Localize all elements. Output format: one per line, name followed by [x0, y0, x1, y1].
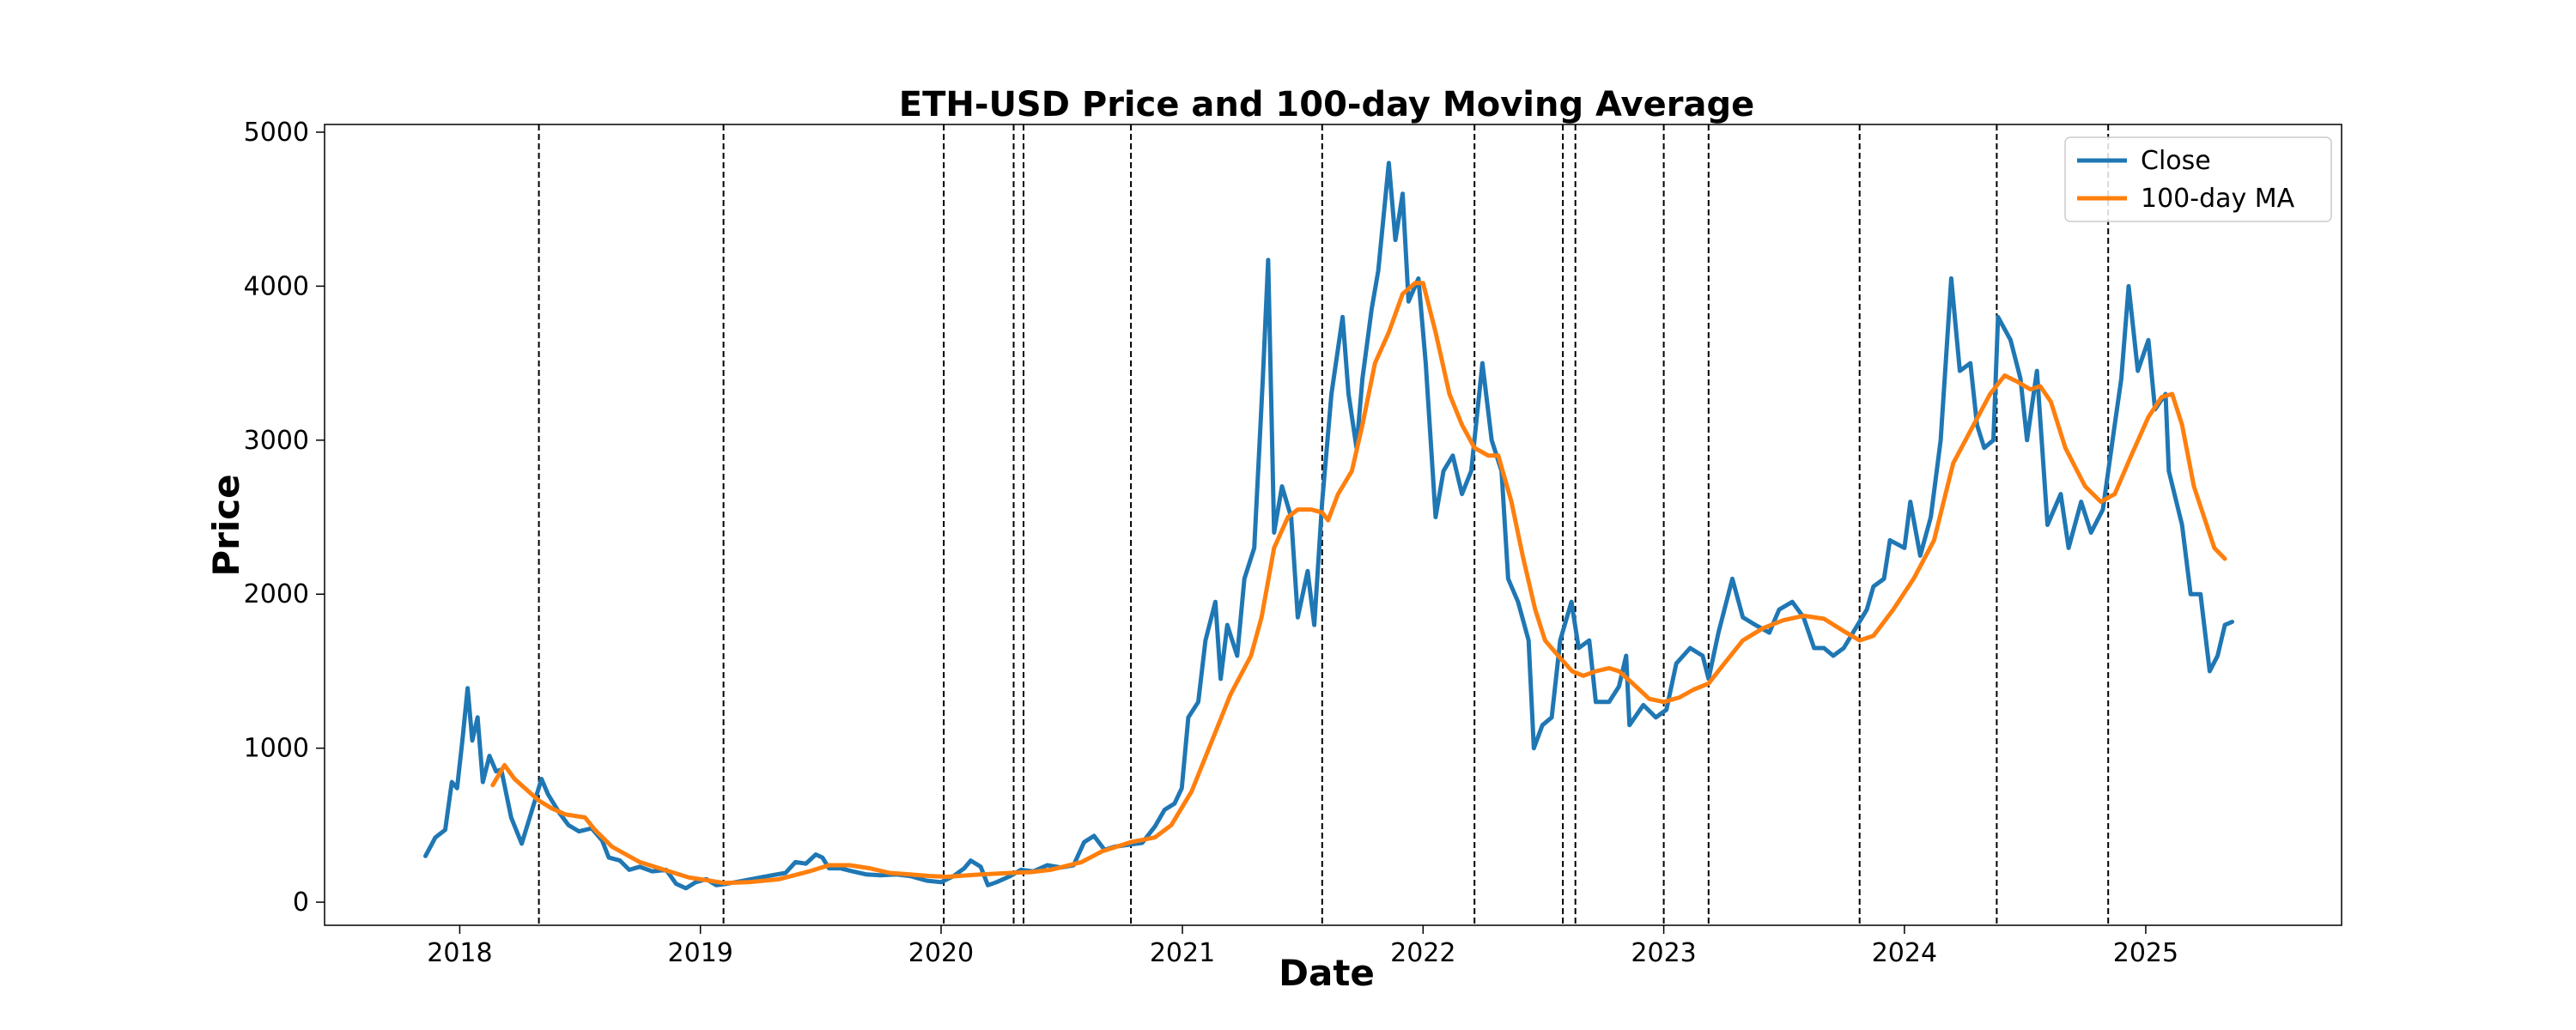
x-tick-label: 2020 — [908, 938, 974, 968]
chart-title: ETH-USD Price and 100-day Moving Average — [899, 85, 1754, 124]
series-line-100-day-ma — [490, 281, 2227, 886]
legend-label: Close — [2141, 146, 2211, 176]
series-lines — [423, 161, 2234, 891]
y-tick-label: 5000 — [244, 118, 309, 148]
plot-background — [325, 124, 2342, 925]
axes: 2018 2019 2020 2021 2022 2023 2024 2025 0 1000 200… — [244, 118, 2342, 968]
legend: Close 100-day MA — [2064, 136, 2332, 222]
legend-box — [2064, 136, 2332, 222]
y-tick-label: 4000 — [244, 271, 309, 301]
legend-label: 100-day MA — [2141, 184, 2295, 214]
event-lines — [538, 124, 2110, 925]
x-tick-label: 2018 — [427, 938, 492, 968]
x-tick-label: 2022 — [1390, 938, 1455, 968]
x-tick-label: 2025 — [2113, 938, 2178, 968]
plot-area — [325, 124, 2342, 925]
y-tick-label: 0 — [293, 888, 309, 918]
plot-frame — [324, 124, 2342, 926]
x-axis-label: Date — [1279, 952, 1375, 994]
x-tick-label: 2019 — [668, 938, 733, 968]
x-tick-label: 2024 — [1872, 938, 1937, 968]
y-axis-label: Price — [205, 474, 247, 576]
x-tick-label: 2021 — [1150, 938, 1215, 968]
series-line-close — [423, 161, 2234, 891]
x-tick-label: 2023 — [1631, 938, 1696, 968]
y-tick-label: 1000 — [244, 734, 309, 764]
y-tick-label: 3000 — [244, 426, 309, 456]
y-tick-label: 2000 — [244, 579, 309, 609]
